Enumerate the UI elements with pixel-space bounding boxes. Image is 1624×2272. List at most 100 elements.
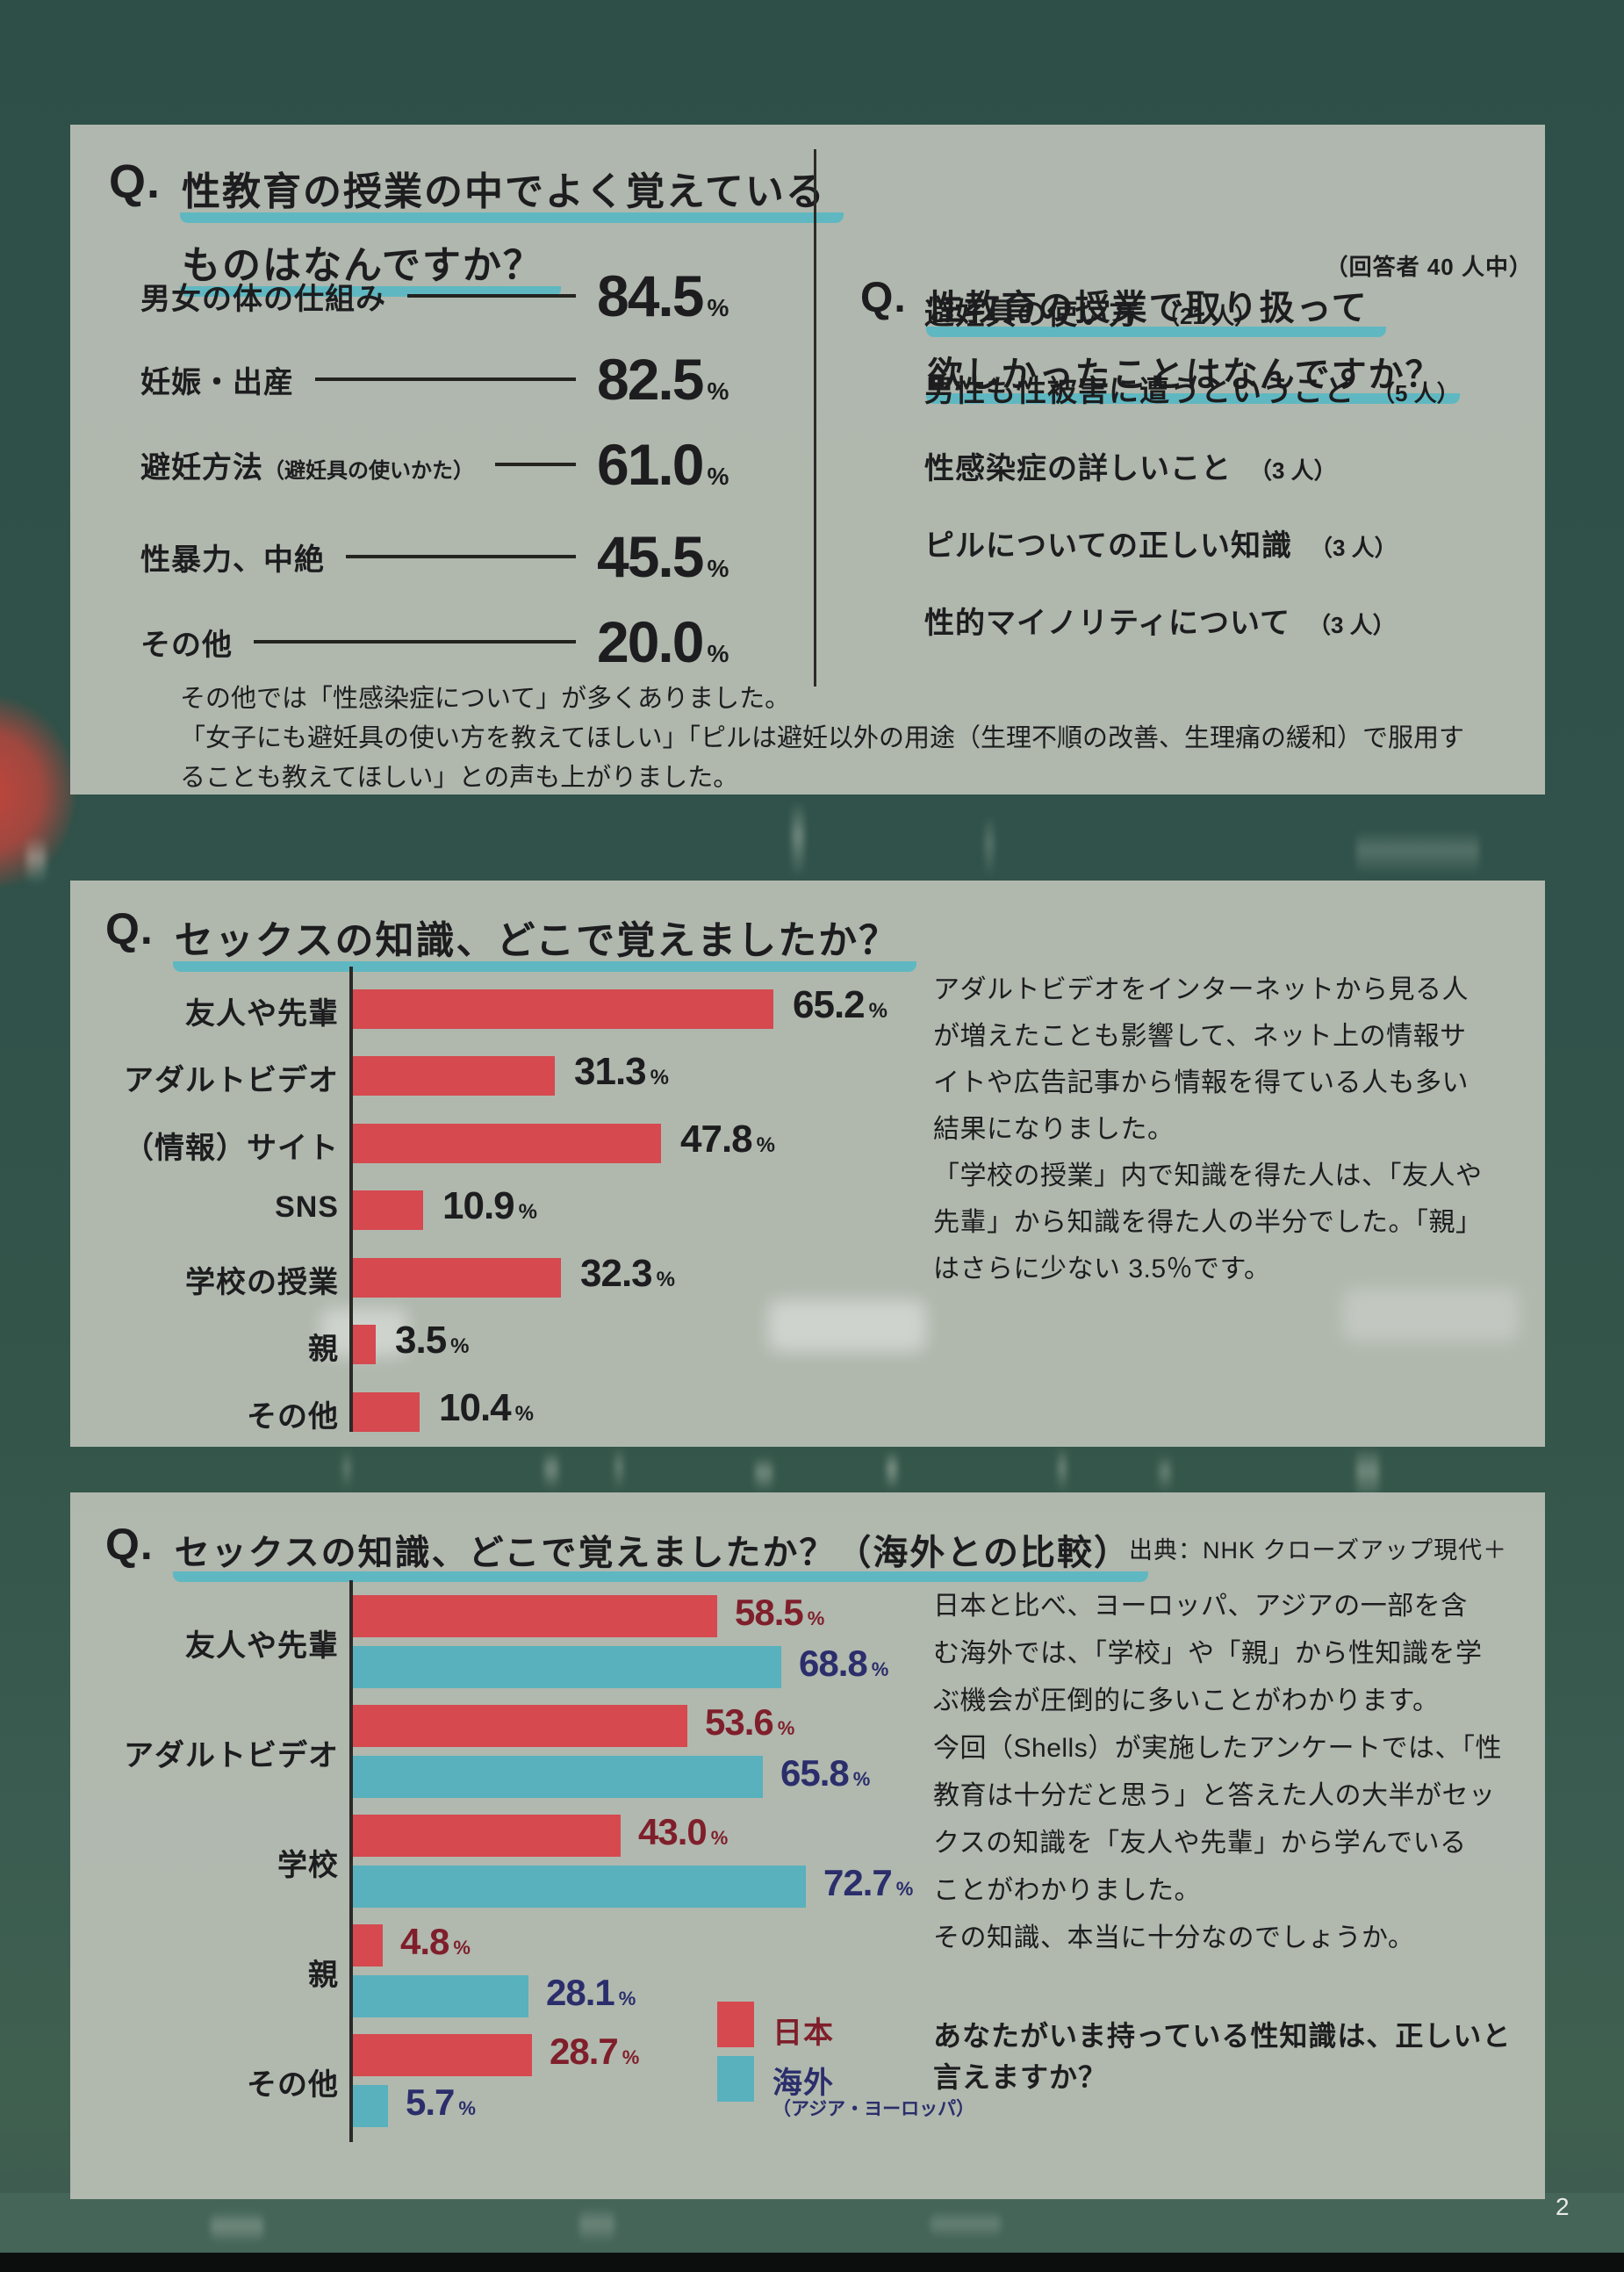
- leader-line: [407, 294, 576, 298]
- column-divider: [814, 149, 816, 687]
- q-mark: Q.: [860, 275, 907, 321]
- closing-question: あなたがいま持っている性知識は、正しいと 言えますか？: [933, 2016, 1548, 2098]
- light-streak: [579, 2207, 614, 2244]
- photo-light-band: [0, 2193, 1624, 2254]
- description-line: アダルトビデオをインターネットから見る人: [933, 975, 1469, 1004]
- percent-sign: %: [622, 2046, 640, 2068]
- stat-value: 82.5%: [597, 346, 760, 413]
- chart-bar: [353, 2034, 532, 2076]
- legend-swatch-japan: [717, 2002, 754, 2047]
- wish-row: 男性も性被害に遭うということ （5 人）: [924, 367, 1460, 410]
- q-mark: Q.: [109, 155, 162, 208]
- photo-dark-strip: [0, 2253, 1624, 2272]
- light-streak: [1356, 1447, 1379, 1499]
- wish-label: 男性も性被害に遭うということ: [924, 375, 1355, 408]
- light-streak: [1356, 830, 1479, 875]
- chart-category-label: 学校: [277, 1849, 339, 1882]
- chart-value-number: 31.3: [574, 1049, 647, 1093]
- chart-category-label: その他: [247, 1399, 339, 1434]
- wish-row: 性感染症の詳しいこと （3 人）: [924, 444, 1337, 487]
- stat-value: 20.0%: [597, 608, 760, 675]
- percent-sign: %: [650, 1065, 669, 1089]
- leader-line: [495, 463, 576, 466]
- light-streak: [1058, 1447, 1067, 1492]
- question-heading: Q. セックスの知識、どこで覚えましたか？: [105, 903, 917, 972]
- chart-bar: [353, 1975, 528, 2017]
- chart-value-number: 4.8: [400, 1921, 449, 1962]
- chart-value-label: 3.5%: [395, 1319, 470, 1362]
- photo-highlight-patch: [1343, 1289, 1519, 1341]
- chart-bar: [353, 1392, 420, 1432]
- percent-sign: %: [707, 463, 729, 490]
- percent-sign: %: [868, 998, 887, 1023]
- light-streak: [26, 836, 46, 885]
- question-title-line: 性教育の授業で取り扱って: [925, 279, 1386, 337]
- stat-number: 61.0: [597, 432, 704, 497]
- chart-value-number: 53.6: [705, 1701, 774, 1743]
- chart-bar: [353, 1756, 763, 1798]
- photo-highlight-patch: [768, 1299, 926, 1352]
- percent-sign: %: [518, 1199, 537, 1224]
- percent-sign: %: [618, 1988, 636, 2010]
- closing-question-line: あなたがいま持っている性知識は、正しいと: [933, 2020, 1512, 2052]
- closing-question-line: 言えますか？: [933, 2061, 1108, 2093]
- chart-value-label: 68.8%: [799, 1643, 888, 1685]
- description-line: 結果になりました。: [933, 1115, 1175, 1144]
- description-line: クスの知識を「友人や先輩」から学んでいる: [933, 1829, 1467, 1858]
- percent-sign: %: [707, 294, 729, 321]
- percent-sign: %: [807, 1607, 825, 1629]
- percent-sign: %: [707, 640, 729, 667]
- note-line: その他では「性感染症について」が多くありました。: [180, 685, 791, 713]
- question-heading: Q. セックスの知識、どこで覚えましたか？（海外との比較）: [105, 1519, 1148, 1582]
- stat-row: その他 20.0%: [140, 605, 760, 679]
- chart-bar: [353, 1924, 383, 1966]
- chart-value-number: 47.8: [680, 1117, 753, 1161]
- wish-count: （5 人）: [1372, 380, 1460, 406]
- percent-sign: %: [852, 1768, 871, 1790]
- question-title-line: 性教育の授業の中でよく覚えている: [180, 160, 844, 223]
- description-line: ぶ機会が圧倒的に多いことがわかります。: [933, 1686, 1440, 1715]
- light-streak: [544, 1450, 558, 1491]
- chart-bar: [353, 1258, 561, 1298]
- panel-knowledge-source-comparison: Q. セックスの知識、どこで覚えましたか？（海外との比較） 出典：NHK クロー…: [70, 1492, 1545, 2199]
- percent-sign: %: [514, 1401, 534, 1426]
- chart-value-number: 10.9: [442, 1183, 515, 1227]
- chart-category-label: 友人や先輩: [185, 1629, 339, 1663]
- percent-sign: %: [656, 1267, 675, 1291]
- stat-row: 男女の体の仕組み 84.5%: [140, 259, 760, 333]
- chart-bar: [353, 1325, 376, 1364]
- chart-value-number: 65.8: [780, 1752, 850, 1794]
- chart-value-label: 65.8%: [780, 1752, 870, 1794]
- chart-category-label: アダルトビデオ: [124, 1063, 339, 1097]
- question-title-line: セックスの知識、どこで覚えましたか？（海外との比較）: [172, 1524, 1148, 1582]
- stat-sublabel: （避妊具の使いかた）: [263, 458, 474, 483]
- wish-label: 性感染症の詳しいこと: [924, 452, 1232, 485]
- question-title-line: ものはなんですか？: [180, 234, 561, 297]
- chart-value-label: 32.3%: [580, 1252, 675, 1296]
- percent-sign: %: [710, 1827, 729, 1849]
- notes-paragraph: その他では「性感染症について」が多くありました。 「女子にも避妊具の使い方を教え…: [180, 679, 1514, 798]
- chart-bar: [353, 2085, 388, 2127]
- chart-value-number: 10.4: [439, 1385, 512, 1429]
- chart-value-label: 10.9%: [442, 1184, 537, 1228]
- chart-value-label: 28.1%: [546, 1972, 636, 2014]
- chart-value-label: 72.7%: [823, 1862, 913, 1904]
- description-line: はさらに少ない 3.5％です。: [933, 1255, 1271, 1283]
- light-streak: [792, 801, 804, 878]
- percent-sign: %: [707, 377, 729, 405]
- legend-label-overseas: 海外: [772, 2067, 834, 2100]
- note-line: 「女子にも避妊具の使い方を教えてほしい」「ピルは避妊以外の用途（生理不順の改善、…: [180, 724, 1465, 752]
- stat-value: 84.5%: [597, 262, 760, 329]
- note-line: ることも教えてほしい」との声も上がりました。: [180, 764, 739, 792]
- panel-remembered-topics: Q. 性教育の授業の中でよく覚えている ものはなんですか？ 男女の体の仕組み 84…: [70, 125, 1545, 794]
- percent-sign: %: [777, 1717, 795, 1739]
- description-line: その知識、本当に十分なのでしょうか。: [933, 1923, 1415, 1952]
- stat-number: 20.0: [597, 609, 704, 674]
- percent-sign: %: [458, 2097, 476, 2119]
- percent-sign: %: [450, 1334, 470, 1358]
- leader-line: [254, 640, 576, 643]
- chart-value-number: 58.5: [735, 1592, 804, 1633]
- legend-sublabel-overseas: （アジア・ヨーロッパ）: [772, 2099, 975, 2119]
- chart-category-label: （情報）サイト: [124, 1131, 339, 1165]
